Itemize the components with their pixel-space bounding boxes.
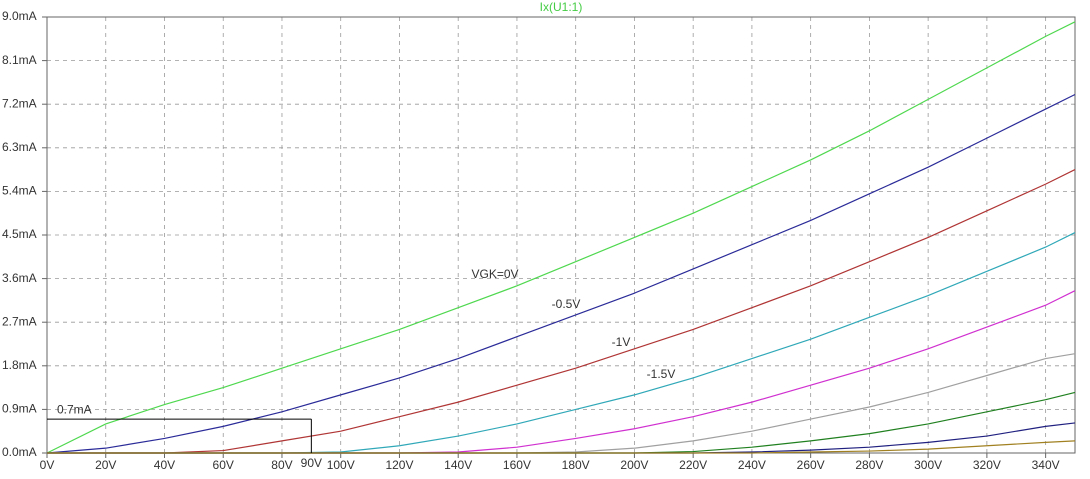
y-tick-label: 8.1mA bbox=[2, 53, 37, 67]
x-tick-label: 220V bbox=[679, 458, 707, 472]
x-tick-label: 240V bbox=[738, 458, 766, 472]
series-label: -0.5V bbox=[552, 297, 581, 311]
x-tick-label: 300V bbox=[914, 458, 942, 472]
y-tick-label: 0.9mA bbox=[2, 402, 37, 416]
x-tick-label: 40V bbox=[154, 458, 175, 472]
series-line bbox=[46, 93, 1076, 454]
x-tick-label: 120V bbox=[385, 458, 413, 472]
series-label: -1V bbox=[612, 335, 631, 349]
x-tick-label: 180V bbox=[562, 458, 590, 472]
x-tick-label: 20V bbox=[95, 458, 116, 472]
x-tick-label: 0V bbox=[40, 458, 55, 472]
x-tick-label: 320V bbox=[973, 458, 1001, 472]
y-tick-label: 5.4mA bbox=[2, 184, 37, 198]
y-tick-label: 9.0mA bbox=[2, 9, 37, 23]
series-line bbox=[47, 353, 1076, 454]
marker-y-label: 0.7mA bbox=[57, 402, 92, 416]
y-tick-label: 7.2mA bbox=[2, 96, 37, 110]
x-tick-label: 200V bbox=[620, 458, 648, 472]
x-tick-label: 340V bbox=[1032, 458, 1060, 472]
marker-x-label: 90V bbox=[301, 456, 322, 470]
y-tick-label: 3.6mA bbox=[2, 271, 37, 285]
x-tick-label: 160V bbox=[503, 458, 531, 472]
series-line bbox=[47, 391, 1076, 454]
x-tick-label: 140V bbox=[444, 458, 472, 472]
series-line bbox=[47, 232, 1076, 454]
y-tick-label: 2.7mA bbox=[2, 314, 37, 328]
series-label: VGK=0V bbox=[471, 267, 518, 281]
series-line bbox=[47, 169, 1076, 454]
series-label: -1.5V bbox=[647, 367, 676, 381]
y-tick-label: 0.0mA bbox=[2, 445, 37, 459]
x-tick-label: 80V bbox=[271, 458, 292, 472]
series-line bbox=[47, 440, 1076, 454]
x-tick-label: 100V bbox=[327, 458, 355, 472]
x-tick-label: 260V bbox=[797, 458, 825, 472]
series-line bbox=[46, 21, 1076, 454]
series-line bbox=[47, 422, 1076, 454]
chart-title: Ix(U1:1) bbox=[540, 0, 583, 14]
x-tick-label: 60V bbox=[213, 458, 234, 472]
x-tick-label: 280V bbox=[855, 458, 883, 472]
y-tick-label: 1.8mA bbox=[2, 358, 37, 372]
y-tick-label: 4.5mA bbox=[2, 227, 37, 241]
y-tick-label: 6.3mA bbox=[2, 140, 37, 154]
